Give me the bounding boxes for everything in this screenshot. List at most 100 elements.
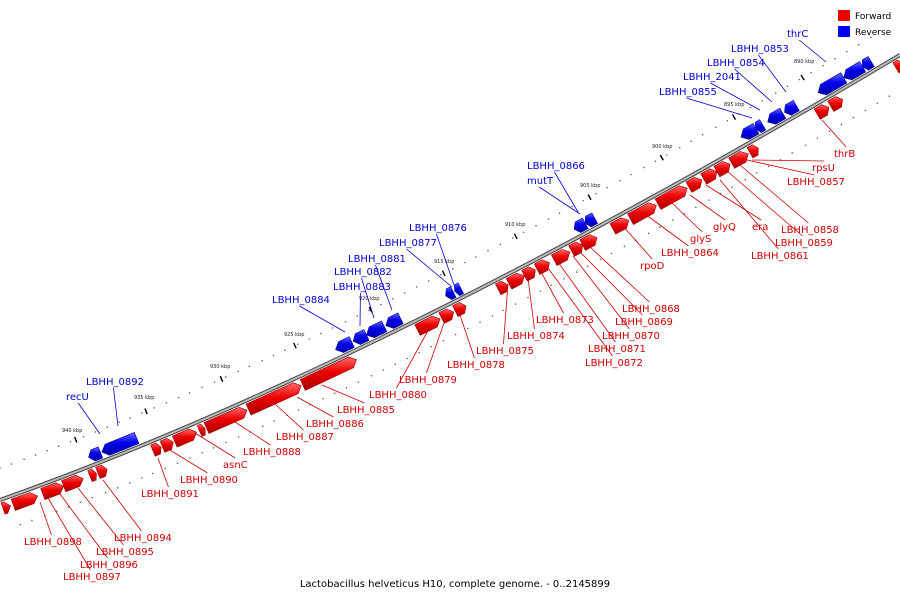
forward-gene-arrow[interactable] — [299, 356, 357, 391]
forward-gene-arrow[interactable] — [568, 241, 583, 257]
forward-gene-arrow[interactable] — [521, 266, 536, 282]
gene-label-lbhh-0884[interactable]: LBHH_0884 — [272, 295, 330, 306]
gene-label-lbhh-0891[interactable]: LBHH_0891 — [141, 489, 199, 500]
reverse-gene-arrow[interactable] — [861, 56, 875, 71]
forward-gene-arrow[interactable] — [0, 501, 11, 515]
forward-gene-arrow[interactable] — [203, 406, 248, 434]
forward-gene-arrow[interactable] — [159, 437, 174, 453]
gene-label-lbhh-0871[interactable]: LBHH_0871 — [588, 344, 646, 355]
reverse-gene-arrow[interactable] — [101, 432, 140, 456]
forward-gene-arrow[interactable] — [533, 259, 550, 275]
forward-gene-arrow[interactable] — [746, 144, 759, 159]
gene-label-lbhh-0897[interactable]: LBHH_0897 — [63, 572, 121, 583]
forward-gene-arrow[interactable] — [550, 249, 571, 266]
gene-label-lbhh-0890[interactable]: LBHH_0890 — [180, 475, 238, 486]
reverse-gene-arrow[interactable] — [584, 212, 599, 228]
gene-label-lbhh-0858[interactable]: LBHH_0858 — [781, 225, 839, 236]
forward-gene-arrow[interactable] — [700, 168, 718, 185]
forward-gene-arrow[interactable] — [728, 151, 749, 169]
gene-label-lbhh-0864[interactable]: LBHH_0864 — [661, 248, 719, 259]
forward-gene-arrow[interactable] — [494, 280, 508, 296]
gene-label-lbhh-0896[interactable]: LBHH_0896 — [80, 560, 138, 571]
gene-label-lbhh-0887[interactable]: LBHH_0887 — [276, 432, 334, 443]
gene-label-lbhh-0868[interactable]: LBHH_0868 — [622, 304, 680, 315]
gene-label-glyq[interactable]: glyQ — [713, 222, 736, 233]
gene-label-glys[interactable]: glyS — [690, 234, 711, 245]
gene-label-lbhh-0855[interactable]: LBHH_0855 — [659, 87, 717, 98]
forward-gene-arrow[interactable] — [40, 482, 64, 500]
forward-gene-arrow[interactable] — [713, 161, 731, 178]
forward-gene-arrow[interactable] — [61, 474, 84, 493]
gene-label-thrb[interactable]: thrB — [834, 149, 855, 160]
gene-label-lbhh-0895[interactable]: LBHH_0895 — [96, 547, 154, 558]
forward-gene-arrow[interactable] — [95, 464, 108, 479]
gene-label-lbhh-0885[interactable]: LBHH_0885 — [337, 405, 395, 416]
gene-label-lbhh-0873[interactable]: LBHH_0873 — [536, 315, 594, 326]
reverse-gene-arrow[interactable] — [453, 282, 465, 296]
reverse-gene-arrow[interactable] — [740, 122, 760, 140]
gene-label-lbhh-0872[interactable]: LBHH_0872 — [585, 358, 643, 369]
forward-gene-arrow[interactable] — [87, 468, 97, 482]
forward-gene-arrow[interactable] — [414, 315, 441, 336]
gene-label-lbhh-0898[interactable]: LBHH_0898 — [24, 537, 82, 548]
gene-label-rpsu[interactable]: rpsU — [812, 163, 835, 174]
reverse-gene-arrow[interactable] — [754, 119, 767, 134]
gene-label-lbhh-0876[interactable]: LBHH_0876 — [409, 223, 467, 234]
gene-label-lbhh-0880[interactable]: LBHH_0880 — [369, 390, 427, 401]
gene-label-lbhh-0869[interactable]: LBHH_0869 — [615, 317, 673, 328]
forward-gene-arrow[interactable] — [827, 96, 843, 112]
forward-gene-arrow[interactable] — [627, 202, 657, 226]
forward-gene-arrow[interactable] — [813, 104, 830, 120]
gene-label-mutt[interactable]: mutT — [527, 176, 554, 187]
reverse-gene-arrow[interactable] — [843, 61, 867, 81]
gene-label-lbhh-0853[interactable]: LBHH_0853 — [731, 44, 789, 55]
gene-label-lbhh-0861[interactable]: LBHH_0861 — [751, 251, 809, 262]
reverse-gene-arrow[interactable] — [817, 72, 848, 96]
forward-gene-arrow[interactable] — [245, 382, 302, 416]
gene-label-lbhh-0888[interactable]: LBHH_0888 — [243, 447, 301, 458]
gene-label-lbhh-0883[interactable]: LBHH_0883 — [333, 282, 391, 293]
gene-label-lbhh-0875[interactable]: LBHH_0875 — [476, 346, 534, 357]
reverse-gene-arrow[interactable] — [352, 329, 370, 345]
reverse-gene-arrow[interactable] — [573, 217, 589, 233]
forward-gene-arrow[interactable] — [172, 428, 198, 448]
gene-label-lbhh-0878[interactable]: LBHH_0878 — [447, 360, 505, 371]
gene-label-lbhh-0881[interactable]: LBHH_0881 — [348, 254, 406, 265]
gene-label-lbhh-0859[interactable]: LBHH_0859 — [775, 238, 833, 249]
gene-label-rpod[interactable]: rpoD — [640, 261, 665, 272]
gene-label-lbhh-0870[interactable]: LBHH_0870 — [602, 331, 660, 342]
forward-gene-arrow[interactable] — [196, 423, 206, 437]
reverse-gene-arrow[interactable] — [335, 336, 355, 353]
gene-label-lbhh-2041[interactable]: LBHH_2041 — [683, 72, 741, 83]
gene-label-recu[interactable]: recU — [66, 392, 89, 403]
forward-gene-arrow[interactable] — [10, 492, 39, 511]
gene-label-lbhh-0882[interactable]: LBHH_0882 — [334, 267, 392, 278]
gene-label-lbhh-0879[interactable]: LBHH_0879 — [399, 375, 457, 386]
reverse-gene-arrow[interactable] — [385, 312, 404, 329]
gene-label-thrc[interactable]: thrC — [787, 29, 808, 40]
reverse-gene-arrow[interactable] — [445, 286, 457, 300]
gene-label-lbhh-0874[interactable]: LBHH_0874 — [507, 331, 565, 342]
forward-gene-arrow[interactable] — [892, 59, 900, 74]
gene-label-lbhh-0892[interactable]: LBHH_0892 — [86, 377, 144, 388]
forward-gene-arrow[interactable] — [579, 234, 598, 251]
gene-label-lbhh-0857[interactable]: LBHH_0857 — [787, 177, 845, 188]
gene-label-lbhh-0894[interactable]: LBHH_0894 — [114, 533, 172, 544]
gene-label-lbhh-0877[interactable]: LBHH_0877 — [379, 238, 437, 249]
forward-gene-arrow[interactable] — [150, 442, 162, 457]
forward-gene-arrow[interactable] — [685, 176, 703, 193]
forward-gene-arrow[interactable] — [452, 302, 467, 318]
forward-gene-arrow[interactable] — [654, 185, 688, 210]
reverse-gene-arrow[interactable] — [366, 320, 388, 339]
reverse-gene-arrow[interactable] — [767, 107, 787, 125]
gene-label-asnc[interactable]: asnC — [223, 460, 248, 471]
forward-gene-arrow[interactable] — [505, 272, 525, 290]
forward-gene-arrow[interactable] — [438, 308, 455, 324]
reverse-gene-arrow[interactable] — [88, 446, 104, 462]
gene-label-lbhh-0866[interactable]: LBHH_0866 — [527, 161, 585, 172]
gene-label-lbhh-0886[interactable]: LBHH_0886 — [306, 419, 364, 430]
gene-label-era[interactable]: era — [752, 222, 768, 233]
forward-gene-arrow[interactable] — [609, 217, 630, 235]
gene-label-lbhh-0854[interactable]: LBHH_0854 — [707, 58, 765, 69]
reverse-gene-arrow[interactable] — [784, 99, 800, 116]
